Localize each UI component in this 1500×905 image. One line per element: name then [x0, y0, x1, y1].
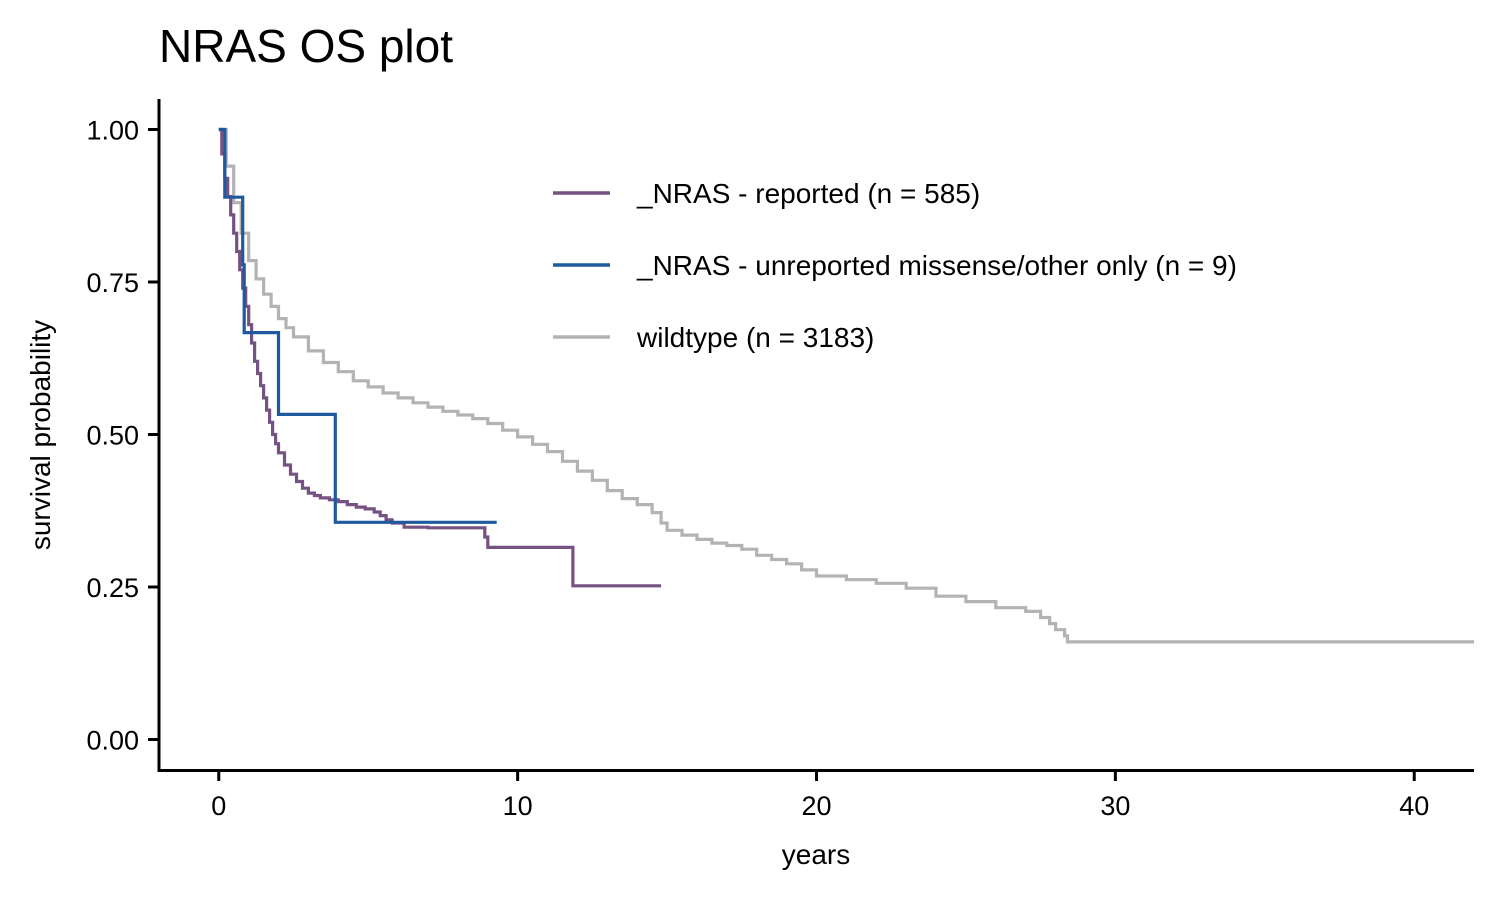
x-tick-label: 30 [1100, 791, 1130, 821]
x-axis-title: years [782, 839, 850, 870]
legend-label: _NRAS - unreported missense/other only (… [636, 250, 1237, 281]
survival-curves [218, 127, 1474, 644]
chart-title: NRAS OS plot [159, 20, 453, 72]
chart-legend: _NRAS - reported (n = 585) _NRAS - unrepo… [553, 178, 1237, 353]
survival-curve-series-2 [218, 127, 1474, 644]
y-tick-label: 1.00 [86, 116, 139, 146]
y-axis-title: survival probability [25, 320, 56, 550]
y-axis-ticks: 0.00 0.25 0.50 0.75 1.00 [86, 116, 159, 756]
x-axis-ticks: 0 10 20 30 40 [211, 770, 1429, 821]
y-tick-label: 0.00 [86, 726, 139, 756]
survival-curve-series-1 [218, 127, 497, 524]
y-tick-label: 0.50 [86, 421, 139, 451]
x-tick-label: 10 [503, 791, 533, 821]
legend-label: wildtype (n = 3183) [636, 322, 874, 353]
survival-curve-series-0 [218, 127, 662, 588]
x-tick-label: 20 [801, 791, 831, 821]
x-tick-label: 0 [211, 791, 226, 821]
y-tick-label: 0.75 [86, 268, 139, 298]
legend-label: _NRAS - reported (n = 585) [636, 178, 980, 209]
x-tick-label: 40 [1399, 791, 1429, 821]
y-tick-label: 0.25 [86, 573, 139, 603]
